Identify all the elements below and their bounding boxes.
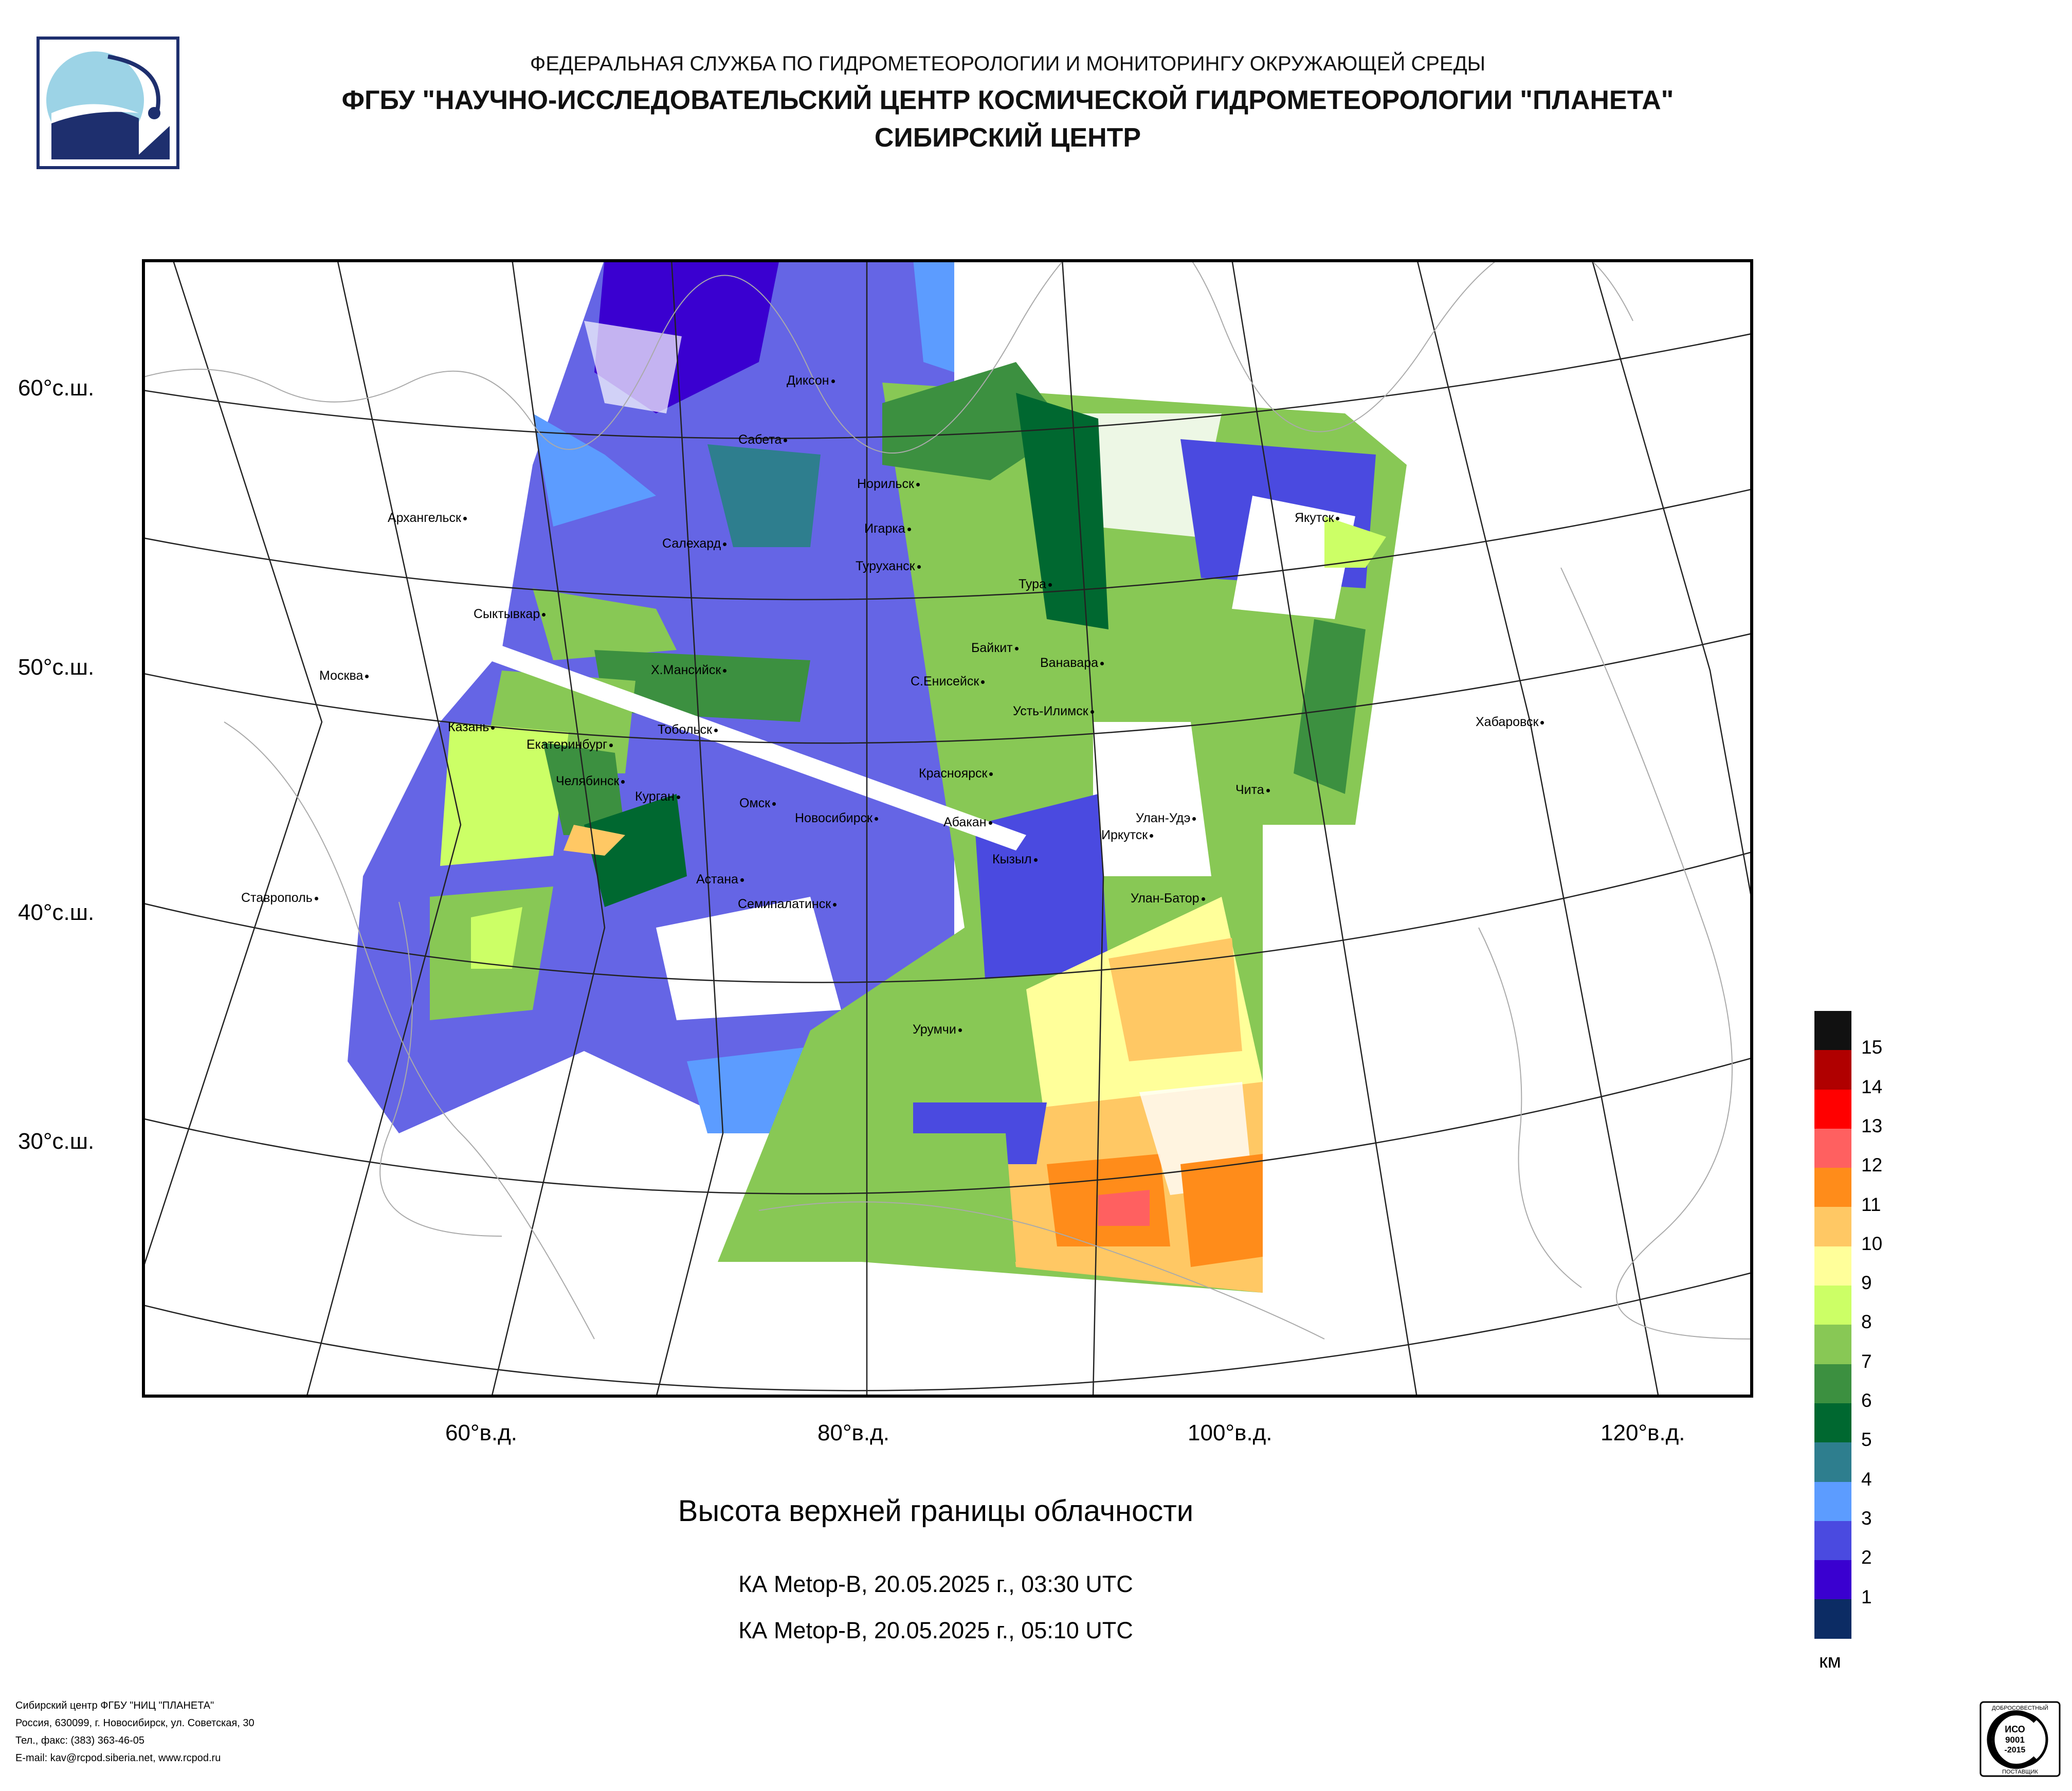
city-moscow: Москва [319,668,369,683]
legend-unit: км [1819,1651,1841,1672]
footer-line: E-mail: kav@rcpod.siberia.net, www.rcpod… [15,1752,221,1764]
graticule [142,259,1753,1398]
city-irkutsk: Иркутск [1101,828,1154,843]
lat-label-60: 60°с.ш. [18,375,95,401]
legend-color-box [1814,1403,1851,1443]
cloud-top-map [142,259,1753,1398]
legend-color-box [1814,1246,1851,1286]
legend-color-box [1814,1207,1851,1246]
legend-label: 1 [1861,1586,1872,1607]
legend-color-box [1814,1128,1851,1168]
legend-label: 7 [1861,1350,1872,1372]
city-omsk: Омск [739,796,776,811]
city-norilsk: Норильск [857,477,920,492]
city-arkhangelsk: Архангельск [388,511,467,526]
city-chelyabinsk: Челябинск [556,774,625,789]
city-syktyvkar: Сыктывкар [474,607,546,622]
legend-color-box [1814,1050,1851,1090]
city-kyzyl: Кызыл [992,852,1038,867]
city-stavropol: Ставрополь [241,891,318,906]
city-krasnoyarsk: Красноярск [919,766,993,781]
city-sabeta: Сабета [738,432,788,447]
header-agency: ФЕДЕРАЛЬНАЯ СЛУЖБА ПО ГИДРОМЕТЕОРОЛОГИИ … [530,52,1486,75]
planeta-logo [36,36,180,170]
footer-contacts: Сибирский центр ФГБУ "НИЦ "ПЛАНЕТА" Росс… [15,1697,255,1767]
lat-label-30: 30°с.ш. [18,1129,95,1154]
satellite-pass-2: КА Metop-B, 20.05.2025 г., 05:10 UTC [738,1617,1133,1643]
lon-label-120: 120°в.д. [1601,1420,1685,1445]
legend-color-box [1814,1560,1851,1600]
legend-label: 10 [1861,1233,1883,1254]
city-kurgan: Курган [635,789,680,804]
legend-label: 3 [1861,1507,1872,1529]
lat-label-40: 40°с.ш. [18,900,95,925]
footer-line: Сибирский центр ФГБУ "НИЦ "ПЛАНЕТА" [15,1700,214,1711]
city-novosibirsk: Новосибирск [795,811,878,826]
iso-bottom-text: ПОСТАВЩИК [2002,1769,2038,1775]
city-vanavara: Ванавара [1040,656,1104,671]
satellite-swath-west [348,259,954,1133]
coastlines [142,259,1753,1340]
legend-color-box [1814,1599,1851,1639]
city-khanty-mansiysk: Х.Мансийск [651,663,727,678]
city-igarka: Игарка [864,521,911,536]
legend-label: 9 [1861,1272,1872,1294]
city-astana: Астана [696,872,744,887]
city-semipalatinsk: Семипалатинск [738,897,837,912]
legend-label: 11 [1861,1193,1881,1215]
legend-label: 13 [1861,1115,1883,1136]
legend-label: 4 [1861,1468,1872,1490]
city-ust-ilimsk: Усть-Илимск [1013,704,1094,719]
legend-color-box [1814,1011,1851,1051]
legend-label: 2 [1861,1547,1872,1568]
legend-label: 12 [1861,1154,1883,1176]
city-ulan-bator: Улан-Батор [1131,891,1205,906]
lon-label-60: 60°в.д. [445,1420,518,1445]
legend-color-box [1814,1521,1851,1561]
satellite-swath-east [718,362,1407,1293]
legend-label: 15 [1861,1037,1883,1058]
city-kazan: Казань [448,720,495,735]
legend-color-box [1814,1286,1851,1325]
legend-color-box [1814,1481,1851,1521]
city-khabarovsk: Хабаровск [1476,715,1544,730]
city-salekhard: Салехард [662,536,727,551]
lat-label-50: 50°с.ш. [18,655,95,680]
city-ulan-ude: Улан-Удэ [1136,811,1196,826]
city-urumqi: Урумчи [913,1022,962,1037]
color-scale-legend [1814,1011,1851,1639]
satellite-pass-1: КА Metop-B, 20.05.2025 г., 03:30 UTC [738,1571,1133,1597]
footer-line: Россия, 630099, г. Новосибирск, ул. Сове… [15,1717,255,1729]
city-tura: Тура [1019,577,1052,592]
legend-color-box [1814,1442,1851,1482]
city-dikson: Диксон [787,373,835,388]
legend-label: 6 [1861,1390,1872,1411]
footer-line: Тел., факс: (383) 363-46-05 [15,1735,144,1746]
legend-color-box [1814,1089,1851,1129]
header-institute: ФГБУ "НАУЧНО-ИССЛЕДОВАТЕЛЬСКИЙ ЦЕНТР КОС… [341,85,1674,115]
header-center: СИБИРСКИЙ ЦЕНТР [874,123,1141,153]
city-yakutsk: Якутск [1295,511,1340,526]
iso-number: 9001 [2005,1735,2025,1745]
city-tobolsk: Тобольск [658,722,718,737]
iso-text: ИСО [2005,1724,2025,1734]
city-abakan: Абакан [943,815,992,830]
city-baikit: Байкит [971,641,1019,656]
legend-label: 14 [1861,1076,1883,1097]
legend-label: 8 [1861,1311,1872,1333]
iso-top-text: ДОБРОСОВЕСТНЫЙ [1992,1705,2048,1711]
city-turukhansk: Туруханск [856,559,921,574]
city-chita: Чита [1235,783,1270,798]
legend-label: 5 [1861,1429,1872,1451]
legend-color-box [1814,1364,1851,1403]
legend-color-box [1814,1168,1851,1207]
lon-label-100: 100°в.д. [1188,1420,1273,1445]
product-title: Высота верхней границы облачности [678,1494,1194,1528]
city-s-eniseysk: С.Енисейск [911,674,985,689]
lon-label-80: 80°в.д. [817,1420,890,1445]
legend-color-box [1814,1325,1851,1364]
iso-year: -2015 [2005,1746,2026,1754]
city-ekaterinburg: Екатеринбург [526,737,613,752]
iso-9001-badge: ДОБРОСОВЕСТНЫЙ ИСО 9001 -2015 ПОСТАВЩИК [1979,1700,2061,1778]
